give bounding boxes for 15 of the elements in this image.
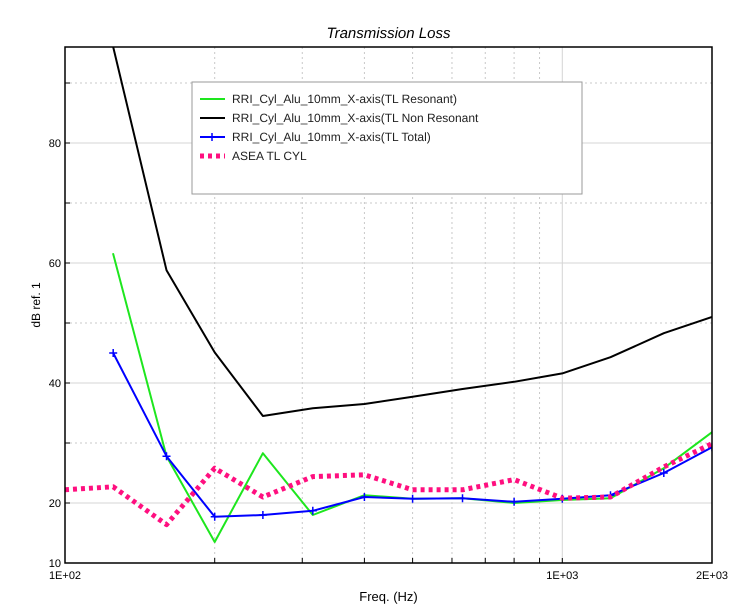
legend-label: RRI_Cyl_Alu_10mm_X-axis(TL Resonant) [232,92,457,106]
legend-label: RRI_Cyl_Alu_10mm_X-axis(TL Non Resonant [232,111,479,125]
y-tick-label: 80 [48,138,61,150]
x-tick-label: 2E+03 [696,570,728,582]
x-tick-label: 1E+02 [48,570,82,582]
x-tick-label: 1E+03 [546,570,578,582]
legend-label: RRI_Cyl_Alu_10mm_X-axis(TL Total) [232,130,431,144]
y-tick-label: 20 [48,498,61,510]
x-axis-title: Freq. (Hz) [359,589,418,604]
chart-title: Transmission Loss [326,25,451,42]
y-tick-label: 40 [48,378,61,390]
legend-label: ASEA TL CYL [232,149,308,163]
y-tick-label: 10 [48,558,61,570]
y-tick-label: 60 [48,258,61,270]
y-axis-title: dB ref. 1 [29,282,43,328]
